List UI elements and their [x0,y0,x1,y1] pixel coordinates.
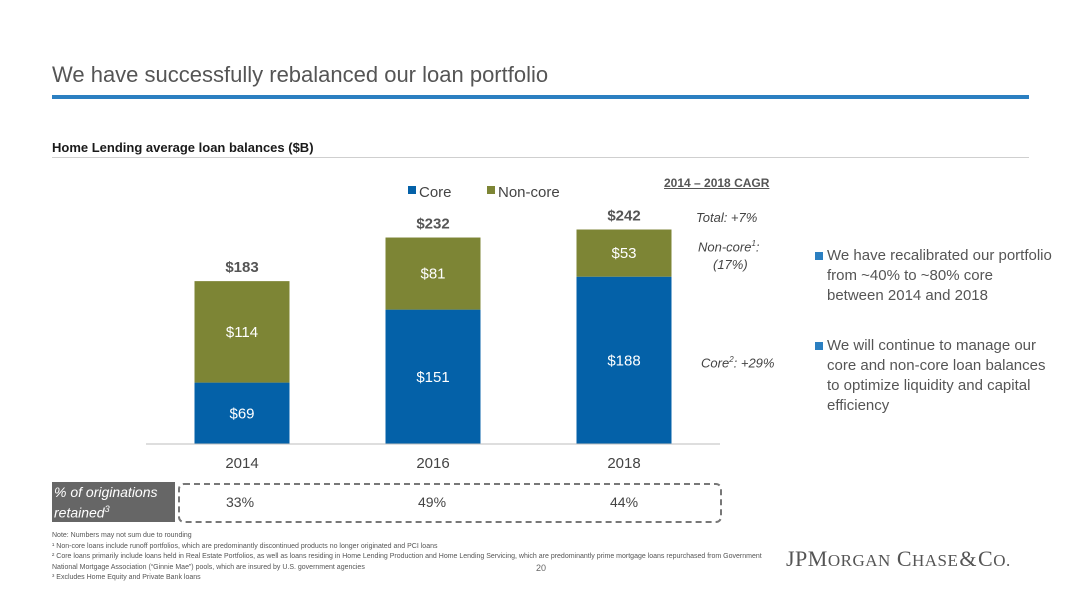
legend-label: Non-core [498,184,560,201]
segment-label: $53 [611,245,636,262]
cagr-core-value: : +29% [733,355,775,371]
cagr-noncore-label: Non-core [698,239,752,255]
page-title: We have successfully rebalanced our loan… [52,62,549,87]
page-number: 20 [536,563,547,573]
segment-label: $69 [229,405,254,422]
title-divider [52,95,1029,99]
footnote-1: ¹ Non-core loans include runoff portfoli… [52,542,438,550]
segment-label: $151 [416,369,449,386]
cagr-noncore: Non-core1: [698,239,760,254]
originations-2014: 33% [226,494,255,510]
cagr-core: Core2: +29% [701,355,774,370]
originations-footnote-ref: 3 [104,504,110,514]
originations-label-box [52,482,175,522]
segment-label: $114 [226,324,258,341]
originations-label-line2: retained [54,504,105,521]
cagr-noncore-footnote-ref: 1 [751,239,756,248]
bar-noncore-2016 [385,237,481,310]
footnote-3: ³ Excludes Home Equity and Private Bank … [52,574,201,581]
bar-total-label: $242 [607,208,640,225]
cagr-total: Total: +7% [696,210,758,225]
cagr-noncore-colon: : [755,239,760,255]
originations-2016: 49% [418,494,447,510]
bar-noncore-2018 [576,229,672,277]
x-tick-label: 2016 [416,455,449,472]
bullet-text-1: We have recalibrated our portfolio from … [827,247,1052,304]
originations-label: % of originations retained3 [54,484,158,522]
segment-label: $81 [420,266,445,283]
chart-bars: $69 $114 $183 2014 $151 $81 $232 2016 $188 $53 $24… [194,208,672,472]
bar-total-label: $183 [225,259,258,276]
company-logo: JPMORGAN CHASE&CO. [786,546,1011,571]
subtitle-divider [52,157,1029,158]
legend-label: Core [419,184,452,201]
legend-swatch [408,186,416,194]
cagr-core-footnote-ref: 2 [729,355,734,364]
bullet-text-2: We will continue to manage our core and … [827,337,1046,414]
footnotes: Note: Numbers may not sum due to roundin… [52,531,782,584]
bar-total-label: $232 [416,216,449,233]
legend-swatch [487,186,495,194]
bar-core-2016 [385,309,481,444]
cagr-noncore-value: (17%) [713,257,748,272]
originations-label-line1: % of originations [54,484,158,500]
cagr-core-label: Core [701,355,730,371]
chart-subtitle: Home Lending average loan balances ($B) [52,140,314,155]
originations-dashed-box [178,483,722,523]
footnote-note: Note: Numbers may not sum due to roundin… [52,532,192,539]
bullet-marker [815,342,823,350]
x-tick-label: 2018 [607,455,640,472]
x-tick-label: 2014 [225,455,258,472]
bar-core-2014 [194,382,290,444]
chart-legend: Core Non-core [408,184,560,201]
stacked-bar-chart: Core Non-core $69 $114 $183 2014 $151 $81 $232 2… [146,184,720,472]
bar-core-2018 [576,276,672,444]
bar-noncore-2014 [194,281,290,383]
originations-2018: 44% [610,494,639,510]
cagr-title: 2014 – 2018 CAGR [664,176,770,190]
segment-label: $188 [607,352,640,369]
bullet-marker [815,252,823,260]
footnote-2: ² Core loans primarily include loans hel… [52,553,762,571]
